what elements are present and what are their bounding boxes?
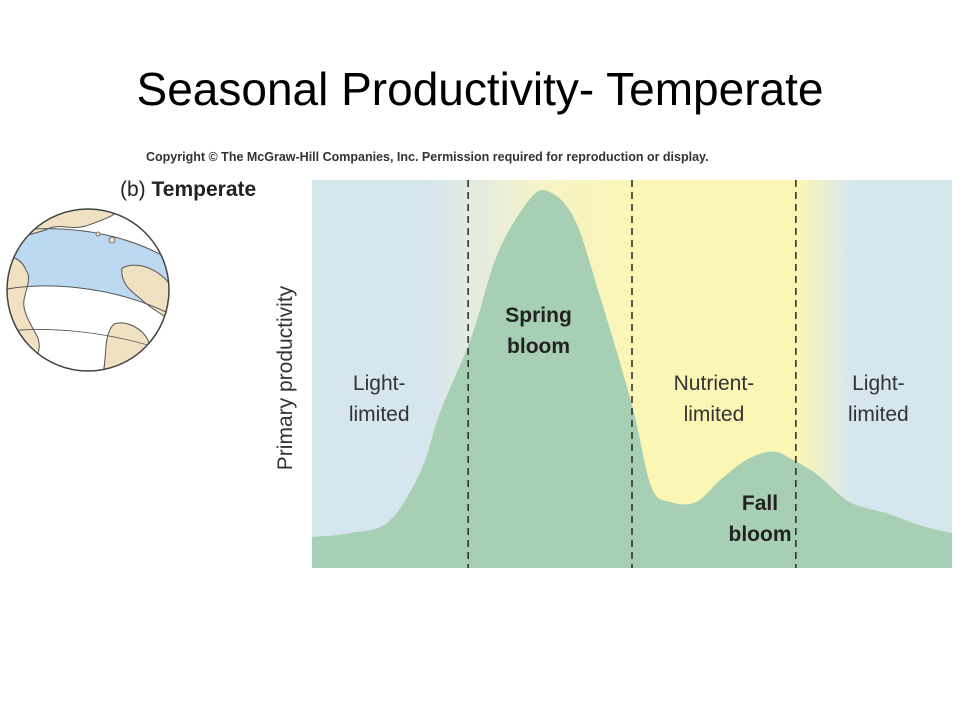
panel-prefix: (b)	[120, 178, 146, 201]
slide-title: Seasonal Productivity- Temperate	[136, 63, 824, 115]
region-label-light-limited-left: Light- limited	[348, 372, 410, 426]
annotation-spring-bloom: Spring bloom	[505, 304, 572, 358]
region-label-light-limited-right: Light- limited	[848, 372, 909, 426]
productivity-chart	[312, 180, 952, 568]
panel-label: (b) Temperate	[120, 178, 256, 202]
annotation-fall-bloom: Fall bloom	[728, 492, 792, 546]
region-label-nutrient-limited: Nutrient- limited	[673, 372, 755, 426]
copyright-notice: Copyright © The McGraw-Hill Companies, I…	[146, 150, 709, 164]
panel-title: Temperate	[151, 178, 257, 201]
globe-illustration	[6, 208, 170, 372]
productivity-area	[312, 189, 952, 568]
y-axis-label: Primary productivity	[274, 285, 297, 471]
globe-temperate-band	[7, 228, 169, 316]
